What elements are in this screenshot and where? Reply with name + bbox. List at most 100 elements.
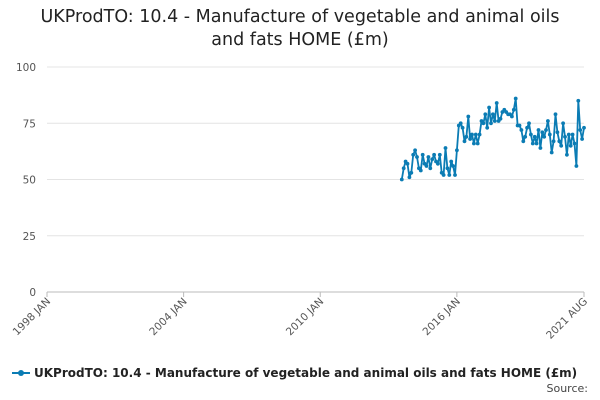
data-point xyxy=(468,137,472,141)
data-point xyxy=(453,173,457,177)
data-point xyxy=(525,125,529,130)
data-point xyxy=(523,134,528,139)
legend[interactable]: UKProdTO: 10.4 - Manufacture of vegetabl… xyxy=(12,366,577,380)
data-point xyxy=(413,148,417,153)
data-point xyxy=(557,139,562,144)
data-point xyxy=(529,132,533,137)
data-point xyxy=(401,166,406,171)
data-point xyxy=(532,134,537,139)
data-point xyxy=(572,141,577,146)
data-point xyxy=(530,141,535,146)
y-tick-label: 50 xyxy=(23,175,36,187)
data-point xyxy=(576,98,581,103)
data-point xyxy=(399,177,404,182)
data-point xyxy=(527,121,531,126)
data-point xyxy=(498,116,503,121)
data-point xyxy=(447,173,452,177)
data-point xyxy=(546,119,550,123)
x-tick-label: 2004 JAN xyxy=(147,296,189,338)
data-point xyxy=(415,155,419,159)
data-point xyxy=(458,121,463,126)
data-point xyxy=(538,146,543,150)
data-point xyxy=(485,125,490,130)
data-point xyxy=(489,121,493,126)
data-point xyxy=(563,134,567,139)
axes: 0 25 50 75 100 1998 JAN 2004 JAN 2010 JAN 2016 J… xyxy=(11,62,590,342)
series-layer xyxy=(399,96,586,182)
x-tick-label: 2016 JAN xyxy=(421,296,463,338)
data-point xyxy=(428,166,433,171)
y-tick-label: 25 xyxy=(23,231,36,243)
data-point xyxy=(582,125,586,130)
data-point xyxy=(492,119,497,123)
y-tick-label: 100 xyxy=(16,62,36,74)
data-point xyxy=(559,143,564,148)
data-point xyxy=(481,121,486,126)
data-point xyxy=(494,101,499,105)
data-point xyxy=(472,141,476,146)
data-point xyxy=(432,152,436,157)
data-point xyxy=(574,164,579,168)
data-point xyxy=(470,132,474,137)
data-point xyxy=(551,139,556,144)
x-tick-label: 2010 JAN xyxy=(284,296,326,338)
data-point xyxy=(475,141,480,146)
y-tick-label: 75 xyxy=(23,118,36,130)
chart-title-line-2: and fats HOME (£m) xyxy=(211,30,389,50)
data-point xyxy=(549,150,554,155)
data-point xyxy=(519,128,524,132)
data-point xyxy=(517,123,522,128)
data-point xyxy=(426,155,431,159)
data-point xyxy=(483,112,488,117)
data-point xyxy=(565,152,569,157)
data-point xyxy=(411,152,416,157)
data-point xyxy=(555,130,560,135)
data-point xyxy=(443,146,448,150)
data-point xyxy=(542,134,547,139)
data-point xyxy=(547,132,552,137)
data-point xyxy=(455,148,459,153)
data-point xyxy=(544,128,548,132)
data-point xyxy=(466,114,471,119)
data-point xyxy=(418,168,423,173)
data-point xyxy=(477,132,482,137)
y-tick-label: 0 xyxy=(29,287,36,299)
data-point xyxy=(407,175,412,180)
data-point xyxy=(570,132,575,137)
legend-label: UKProdTO: 10.4 - Manufacture of vegetabl… xyxy=(34,366,578,380)
data-point xyxy=(449,159,454,164)
data-point xyxy=(464,134,469,139)
x-tick-label: 2021 AUG xyxy=(544,296,590,342)
data-point xyxy=(568,143,573,148)
data-point xyxy=(437,152,442,157)
data-point xyxy=(420,152,425,157)
data-point xyxy=(441,173,446,177)
data-point xyxy=(536,128,541,132)
data-point xyxy=(436,161,440,166)
data-point xyxy=(487,105,491,110)
data-point xyxy=(405,161,410,166)
data-point xyxy=(510,114,514,119)
data-point xyxy=(580,137,584,141)
data-point xyxy=(491,112,495,117)
data-point xyxy=(511,107,516,112)
data-point xyxy=(561,121,565,126)
legend-line-marker-icon xyxy=(12,368,30,378)
chart-title: UKProdTO: 10.4 - Manufacture of vegetabl… xyxy=(0,6,600,52)
x-tick-label: 1998 JAN xyxy=(11,296,53,338)
data-point xyxy=(540,130,545,135)
data-point xyxy=(578,128,583,132)
data-point xyxy=(566,132,571,137)
data-point xyxy=(553,112,558,117)
data-point xyxy=(424,164,429,168)
data-point xyxy=(534,141,539,146)
source-note: Source: xyxy=(546,382,589,395)
data-point xyxy=(521,139,526,144)
data-point xyxy=(451,164,455,168)
data-point xyxy=(409,170,414,175)
data-point xyxy=(445,166,450,171)
data-point xyxy=(473,132,478,137)
data-point xyxy=(460,125,465,130)
data-point xyxy=(430,157,435,162)
